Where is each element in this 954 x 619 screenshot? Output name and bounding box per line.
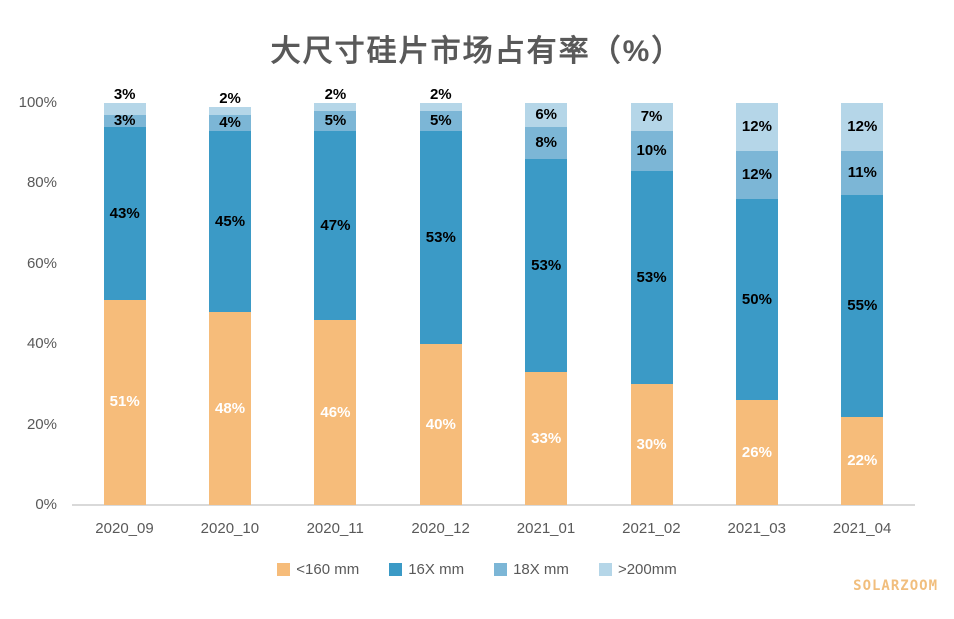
legend-item: <160 mm	[277, 561, 359, 578]
bar-segment	[314, 111, 357, 132]
legend-item: 18X mm	[494, 561, 569, 578]
x-axis-category-label: 2021_01	[516, 520, 576, 537]
bar-segment	[525, 159, 568, 373]
data-label: 47%	[320, 216, 351, 234]
bar-segment	[419, 344, 462, 505]
data-label: 33%	[531, 429, 562, 447]
data-label: 53%	[636, 268, 667, 286]
bar-segment	[419, 131, 462, 345]
data-label: 12%	[741, 118, 772, 136]
bar-segment	[103, 299, 146, 505]
data-label: 10%	[636, 142, 667, 160]
data-label: 50%	[741, 290, 772, 308]
watermark-logo: SOLARZOOM	[853, 578, 938, 594]
data-label: 53%	[531, 256, 562, 274]
legend-label: 18X mm	[513, 561, 569, 578]
data-label: 2%	[429, 86, 452, 103]
data-label: 5%	[324, 112, 347, 130]
legend-swatch-icon	[598, 563, 612, 576]
bar-segment	[841, 151, 884, 196]
data-label: 48%	[215, 399, 246, 417]
bar-segment	[209, 115, 252, 132]
data-label: 46%	[320, 403, 351, 421]
bar-segment	[630, 171, 673, 385]
x-axis-category-label: 2021_03	[727, 520, 786, 537]
bar-segment	[525, 127, 568, 160]
bar-segment	[735, 400, 778, 505]
data-label: 3%	[113, 112, 136, 130]
data-label: 30%	[636, 435, 667, 453]
data-label: 53%	[425, 228, 456, 246]
data-label: 2%	[219, 90, 241, 108]
bar-segment	[419, 111, 462, 132]
y-axis-tick-label: 40%	[26, 335, 57, 353]
legend: <160 mm 16X mm 18X mm >200mm	[0, 561, 954, 578]
bar-segment	[735, 151, 778, 200]
x-axis-category-label: 2020_09	[95, 520, 154, 537]
data-label: 3%	[113, 86, 136, 103]
y-axis-tick-label: 100%	[18, 94, 57, 111]
bar-segment	[525, 372, 568, 505]
legend-label: <160 mm	[296, 561, 360, 578]
data-label: 12%	[847, 118, 878, 136]
bar-segment	[841, 103, 884, 152]
bar-segment	[419, 103, 462, 112]
data-label: 5%	[429, 112, 452, 130]
bar-segment	[841, 195, 884, 417]
x-axis-category-label: 2021_04	[832, 520, 892, 537]
x-axis-category-label: 2020_12	[411, 520, 470, 537]
bar-segment	[209, 312, 252, 505]
legend-label: 16X mm	[408, 561, 465, 578]
data-label: 8%	[535, 134, 558, 152]
data-label: 51%	[109, 393, 140, 411]
bar-segment	[841, 416, 884, 505]
y-axis-tick-label: 20%	[26, 415, 57, 433]
bar-segment	[314, 131, 357, 321]
data-label: 2%	[324, 86, 347, 103]
data-label: 40%	[425, 415, 456, 433]
data-label: 45%	[215, 212, 246, 230]
legend-item: >200mm	[598, 561, 677, 578]
bar-segment	[103, 103, 146, 116]
legend-item: 16X mm	[389, 561, 464, 578]
bar-segment	[525, 103, 568, 128]
x-axis-category-label: 2021_02	[622, 520, 681, 537]
y-axis-tick-label: 80%	[26, 174, 57, 192]
bar-segment	[735, 103, 778, 152]
data-label: 4%	[219, 114, 241, 132]
bar-segment	[630, 384, 673, 505]
x-axis-line	[72, 504, 915, 506]
data-label: 7%	[640, 108, 663, 126]
y-axis-tick-label: 60%	[26, 254, 57, 272]
x-axis-category-label: 2020_11	[306, 520, 364, 537]
bar-segment	[103, 127, 146, 300]
bar-segment	[630, 103, 673, 132]
x-axis-category-label: 2020_10	[200, 520, 260, 537]
legend-swatch-icon	[389, 563, 403, 576]
bar-segment	[209, 131, 252, 313]
chart-title: 大尺寸硅片市场占有率（%）	[270, 35, 684, 68]
bar-segment	[630, 131, 673, 172]
bar-segment	[314, 320, 357, 505]
legend-swatch-icon	[494, 563, 508, 576]
bar-segment	[209, 107, 252, 116]
data-label: 22%	[847, 451, 878, 469]
data-label: 6%	[535, 106, 558, 124]
data-label: 43%	[109, 204, 140, 222]
bar-segment	[314, 103, 357, 112]
data-label: 26%	[741, 443, 772, 461]
bar-segment	[103, 115, 146, 128]
data-label: 11%	[847, 164, 877, 182]
data-label: 55%	[847, 297, 878, 314]
y-axis-tick-label: 0%	[35, 496, 57, 513]
data-label: 12%	[741, 166, 772, 184]
bar-segment	[735, 199, 778, 401]
legend-swatch-icon	[277, 563, 291, 576]
legend-label: >200mm	[617, 561, 677, 578]
